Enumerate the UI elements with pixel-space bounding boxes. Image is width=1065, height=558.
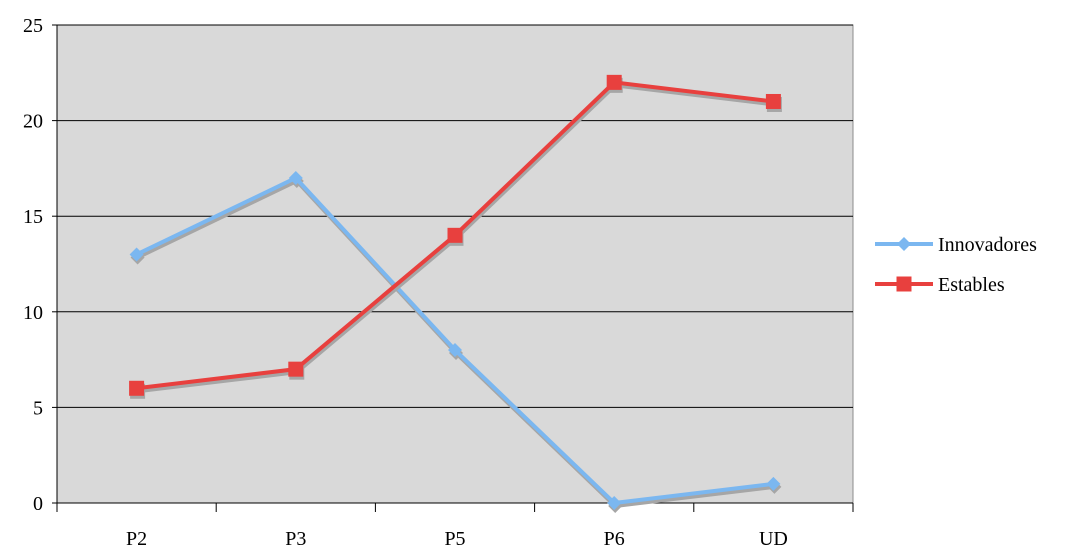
data-point	[765, 93, 781, 109]
x-tick-label: P3	[285, 528, 306, 550]
data-point	[288, 170, 303, 185]
x-tick-label: P5	[444, 528, 465, 550]
legend-label: Innovadores	[938, 234, 1037, 256]
data-point	[447, 227, 463, 243]
y-tick-label: 15	[23, 206, 43, 228]
y-tick-label: 10	[23, 302, 43, 324]
legend-entry: Innovadores	[875, 234, 1037, 256]
x-tick-label: P2	[126, 528, 147, 550]
series-estables	[129, 74, 782, 399]
data-point	[606, 74, 622, 90]
plot-area	[56, 24, 854, 504]
legend-swatch-marker	[896, 276, 912, 292]
x-tick-label: P6	[604, 528, 625, 550]
x-tick-label: UD	[759, 528, 788, 550]
gridlines	[57, 24, 853, 408]
data-point	[129, 247, 144, 262]
data-point	[288, 361, 304, 377]
legend-label: Estables	[938, 274, 1005, 296]
series	[129, 74, 782, 513]
data-point	[607, 496, 622, 510]
legend: Innovadores Estables	[875, 234, 1037, 296]
legend-entry: Estables	[875, 274, 1005, 296]
series-innovadores	[129, 170, 782, 513]
y-tick-label: 25	[23, 15, 43, 37]
y-tick-label: 20	[23, 111, 43, 133]
y-tick-label: 0	[33, 493, 43, 515]
data-point	[448, 343, 462, 358]
y-tick-label: 5	[33, 397, 43, 419]
legend-swatch-marker	[897, 237, 911, 251]
data-point	[766, 476, 781, 491]
axes: 0 5 10 15 20 25 P2 P3 P5 P6 UD	[23, 15, 854, 550]
data-point	[129, 380, 145, 396]
